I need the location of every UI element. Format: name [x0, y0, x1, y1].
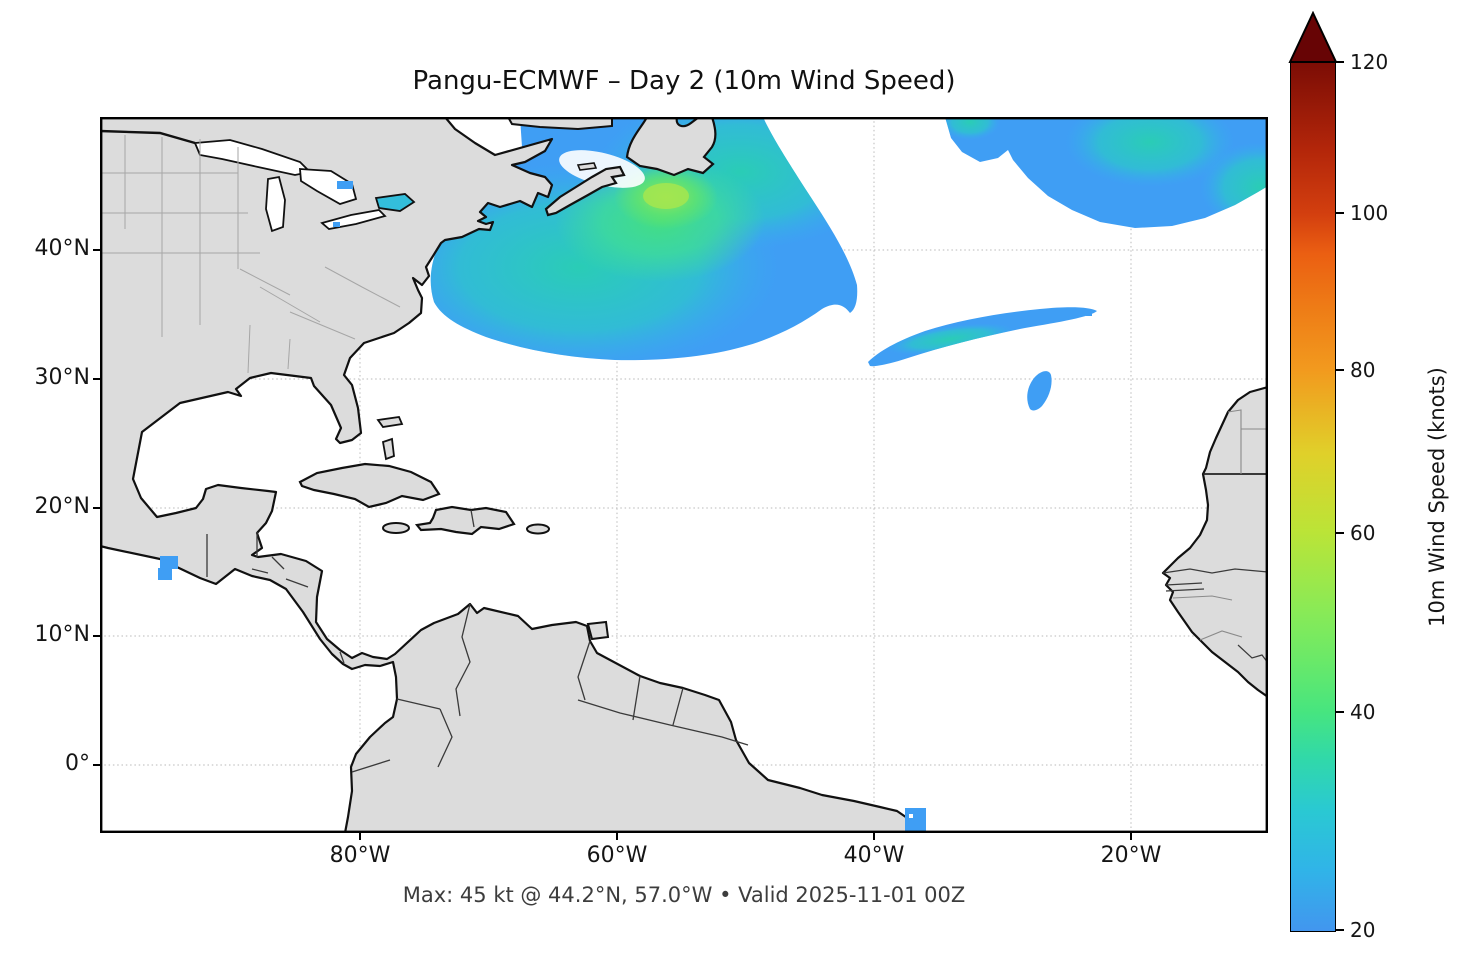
land-west-africa: [1161, 385, 1270, 699]
y-axis-tick: [93, 378, 100, 380]
x-axis-tick: [1130, 833, 1132, 840]
y-tick-label: 40°N: [34, 236, 90, 261]
brazil-patch-hole: [909, 814, 913, 818]
colorbar-tick: [1336, 61, 1344, 63]
wind-dot: [1086, 310, 1092, 316]
y-tick-label: 20°N: [34, 494, 90, 519]
lake-erie-patch: [333, 222, 340, 227]
x-tick-label: 80°W: [329, 843, 391, 868]
colorbar-tick-label: 80: [1350, 358, 1376, 382]
colorbar-tick: [1336, 369, 1344, 371]
y-axis-tick: [93, 507, 100, 509]
y-tick-label: 10°N: [34, 622, 90, 647]
small-wind-patches: [158, 181, 926, 831]
colorbar-tick-label: 100: [1350, 201, 1389, 225]
map-canvas: [98, 115, 1270, 835]
lake-ontario-wind-patch: [374, 193, 416, 212]
land-hispaniola: [414, 505, 516, 536]
x-tick-label: 40°W: [843, 843, 905, 868]
y-axis-tick: [93, 764, 100, 766]
country-borders: [206, 509, 749, 773]
colorbar-tick-label: 20: [1350, 918, 1376, 942]
colorbar-tick: [1336, 532, 1344, 534]
land-pei: [576, 162, 598, 171]
y-axis-tick: [93, 635, 100, 637]
plot-title: Pangu-ECMWF – Day 2 (10m Wind Speed): [412, 66, 956, 96]
colorbar-tick-label: 120: [1350, 50, 1389, 74]
land-newfoundland: [625, 115, 717, 177]
africa-borders: [1162, 568, 1269, 664]
africa-borders-light: [1172, 409, 1268, 641]
y-axis-tick: [93, 249, 100, 251]
axes-spine: [100, 117, 1268, 833]
plot-caption: Max: 45 kt @ 44.2°N, 57.0°W • Valid 2025…: [402, 883, 966, 907]
brazil-coast-patch: [905, 808, 926, 831]
y-tick-label: 0°: [65, 751, 90, 776]
x-axis-tick: [359, 833, 361, 840]
colorbar-tick-label: 40: [1350, 700, 1376, 724]
wind-blob-small-patch: [1027, 371, 1052, 411]
land-americas: [98, 115, 922, 835]
colorbar-gradient: [1290, 62, 1336, 932]
land-jamaica: [382, 522, 410, 534]
x-axis-tick: [873, 833, 875, 840]
land-trinidad: [586, 620, 610, 641]
land-nova-scotia: [544, 165, 626, 217]
y-tick-label: 30°N: [34, 365, 90, 390]
calm-notch: [559, 150, 645, 188]
x-axis-tick: [616, 833, 618, 840]
colorbar-tick-label: 60: [1350, 521, 1376, 545]
georgian-bay-patch: [337, 181, 353, 189]
colorbar-extend-arrow: [1288, 11, 1338, 63]
land-bahamas: [376, 416, 404, 461]
colorbar-tick: [1336, 212, 1344, 214]
us-state-borders: [100, 135, 401, 374]
colorbar-tick: [1336, 929, 1344, 931]
map-axes: [98, 115, 1270, 835]
border-lakes-line: [99, 129, 196, 145]
x-tick-label: 20°W: [1100, 843, 1162, 868]
land-puerto-rico: [526, 523, 550, 535]
colorbar-tick: [1336, 711, 1344, 713]
colorbar-label: 10m Wind Speed (knots): [1425, 367, 1449, 627]
land-cuba: [298, 462, 441, 509]
tehuantepec-patch: [160, 556, 178, 569]
x-tick-label: 60°W: [586, 843, 648, 868]
